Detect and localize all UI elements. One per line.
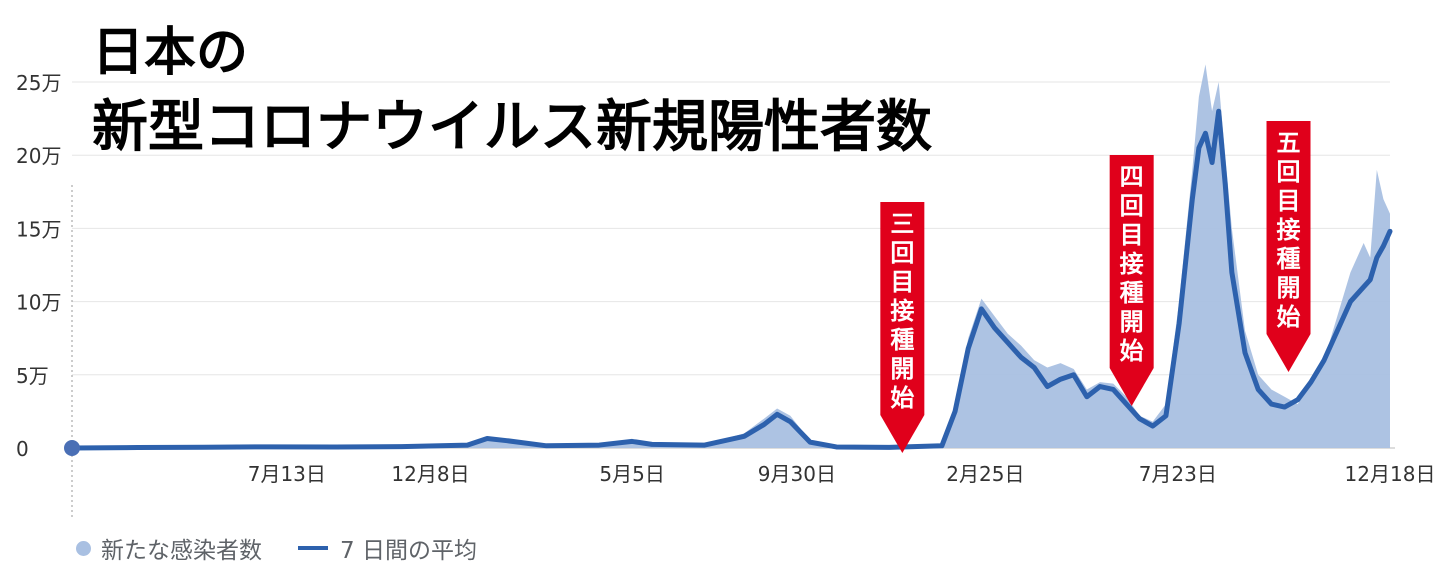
annotation-char: 始: [1277, 303, 1301, 331]
chart-title-line1: 日本の: [92, 23, 249, 83]
y-tick-label: 5万: [16, 364, 49, 388]
annotation-char: 接: [1277, 216, 1301, 244]
y-tick-label: 20万: [16, 144, 61, 168]
annotation-char: 五: [1277, 129, 1301, 157]
annotation-char: 始: [1120, 337, 1144, 365]
legend-dot-icon: [76, 540, 91, 556]
chart-title-line2: 新型コロナウイルス新規陽性者数: [92, 95, 932, 160]
annotation-char: 目: [1277, 187, 1301, 215]
annotation-char: 開: [890, 355, 914, 383]
x-tick-label: 5月5日: [599, 462, 664, 486]
y-tick-label: 25万: [16, 71, 61, 95]
annotation-char: 接: [890, 297, 914, 325]
annotation-char: 開: [1277, 274, 1301, 302]
annotation-char: 開: [1120, 308, 1144, 336]
annotation-char: 回: [890, 239, 914, 267]
x-tick-label: 12月8日: [391, 462, 469, 486]
x-tick-label: 2月25日: [946, 462, 1024, 486]
annotation-char: 始: [890, 384, 914, 412]
annotation-banner: [1266, 121, 1311, 372]
annotation-char: 目: [1120, 221, 1144, 249]
x-tick-label: 12月18日: [1345, 462, 1436, 486]
y-tick-label: 15万: [16, 217, 61, 241]
seven-day-average-line: [69, 108, 1393, 451]
annotation-char: 種: [1277, 245, 1301, 273]
daily-cases-bars: [72, 64, 1390, 448]
y-tick-label: 0: [16, 437, 29, 461]
annotation-label: 四回目接種開始: [1120, 163, 1144, 365]
annotation-label: 三回目接種開始: [890, 210, 914, 412]
annotation-banner: [1109, 155, 1154, 406]
y-tick-label: 10万: [16, 291, 61, 315]
legend-label-bars: 新たな感染者数: [101, 538, 262, 564]
annotation-char: 回: [1120, 192, 1144, 220]
x-tick-label: 7月13日: [248, 462, 326, 486]
legend-label-line: 7 日間の平均: [340, 538, 477, 564]
start-marker: [64, 440, 80, 456]
x-tick-label: 7月23日: [1139, 462, 1217, 486]
x-tick-label: 9月30日: [758, 462, 836, 486]
annotation-char: 目: [890, 268, 914, 296]
annotation-banner: [880, 202, 925, 453]
annotation-char: 三: [890, 210, 914, 238]
legend: 新たな感染者数 7 日間の平均: [76, 530, 477, 566]
annotation-char: 種: [890, 326, 914, 354]
annotation-label: 五回目接種開始: [1277, 129, 1301, 331]
annotation-char: 種: [1120, 279, 1144, 307]
legend-line-icon: [298, 546, 328, 550]
annotation-char: 四: [1120, 163, 1144, 191]
annotation-char: 接: [1120, 250, 1144, 278]
annotation-char: 回: [1277, 158, 1301, 186]
